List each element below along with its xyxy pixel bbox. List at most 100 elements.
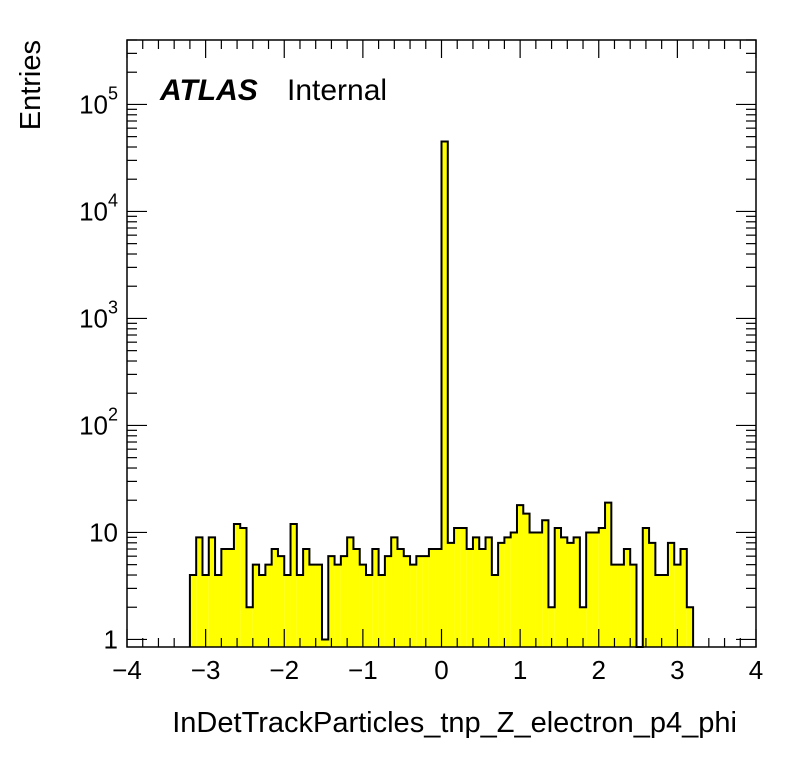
histogram-bin — [309, 564, 316, 647]
histogram-bin — [372, 549, 379, 647]
atlas-status-label: Internal — [287, 74, 387, 107]
histogram-bin — [605, 502, 612, 647]
histogram-bin — [246, 607, 253, 647]
axis-ticks — [126, 39, 757, 647]
histogram-bin — [422, 556, 429, 647]
histogram-bin — [284, 575, 291, 647]
histogram-bin — [623, 549, 631, 647]
histogram-bin — [617, 564, 624, 647]
histogram-bin — [516, 505, 524, 647]
histogram-bin — [340, 556, 348, 647]
histogram-bin — [303, 549, 310, 647]
histogram-bin — [428, 549, 436, 647]
histogram-bin — [561, 537, 568, 647]
histogram-bin — [598, 528, 606, 647]
histogram-bin — [397, 549, 404, 647]
x-tick-label: −1 — [348, 655, 378, 685]
histogram-bin — [674, 564, 681, 647]
histogram-bin — [573, 537, 580, 647]
histogram-bin — [454, 528, 461, 647]
histogram-bin — [240, 528, 247, 647]
histogram-bin — [548, 607, 555, 647]
x-tick-label: 2 — [592, 655, 606, 685]
histogram-bin — [504, 537, 511, 647]
histogram-bin — [535, 532, 543, 647]
histogram-bin — [233, 523, 241, 647]
histogram-bin — [510, 532, 517, 647]
x-tick-label: −3 — [191, 655, 221, 685]
histogram-bin — [592, 532, 599, 647]
atlas-label: ATLAS — [159, 74, 258, 107]
histogram-bin — [227, 549, 234, 647]
y-tick-labels: 1 10 102 103 104 105 — [79, 83, 118, 654]
y-axis-title: Entries — [15, 40, 47, 130]
histogram-bin — [491, 575, 499, 647]
y-tick-label: 103 — [79, 297, 118, 333]
histogram-bin — [655, 575, 662, 647]
histogram-bin — [296, 575, 304, 647]
histogram-bin — [215, 575, 222, 647]
histogram-bin — [630, 564, 637, 647]
histogram-bin — [680, 549, 687, 647]
histogram-bin — [661, 575, 668, 647]
histogram-bin — [523, 513, 530, 647]
histogram-bin — [403, 556, 411, 647]
histogram-bin — [611, 564, 618, 647]
plot-frame — [126, 39, 757, 648]
histogram-bin — [485, 537, 492, 647]
histogram-outline — [188, 140, 695, 648]
histogram-bin — [208, 537, 216, 647]
x-tick-label: −4 — [112, 655, 142, 685]
x-tick-label: 0 — [434, 655, 448, 685]
histogram-bin — [321, 639, 329, 647]
histogram-bin — [347, 537, 354, 647]
histogram-bin — [466, 549, 473, 647]
x-tick-labels: −4 −3 −2 −1 0 1 2 3 4 — [112, 655, 763, 685]
histogram-bin — [265, 564, 272, 647]
histogram-bars — [189, 141, 694, 648]
histogram-bin — [328, 556, 335, 647]
histogram-bin — [479, 549, 486, 647]
histogram-bin — [542, 520, 549, 647]
histogram-bin — [189, 575, 197, 647]
histogram-bin — [334, 564, 341, 647]
y-tick-label: 102 — [79, 404, 118, 440]
histogram-bin — [554, 528, 562, 647]
histogram-bin — [498, 542, 505, 647]
histogram-bin — [460, 528, 467, 647]
x-tick-label: −2 — [269, 655, 299, 685]
histogram-bin — [259, 575, 266, 647]
histogram-bin — [447, 542, 455, 647]
histogram-bin — [642, 528, 650, 647]
histogram-bin — [391, 537, 398, 647]
histogram-bin — [196, 537, 203, 647]
histogram-bin — [667, 542, 675, 647]
y-tick-label: 10 — [89, 517, 118, 547]
histogram-bin — [472, 537, 480, 647]
histogram-bin — [315, 564, 322, 647]
histogram-bin — [378, 575, 385, 647]
histogram-bin — [277, 556, 285, 647]
histogram-bin — [384, 556, 392, 647]
histogram-bin — [441, 141, 448, 648]
histogram-bin — [410, 564, 417, 647]
histogram-bin — [649, 542, 656, 647]
histogram-bin — [686, 607, 694, 647]
histogram-bin — [359, 564, 367, 647]
histogram-bin — [567, 542, 574, 647]
histogram-bin — [290, 523, 297, 647]
y-tick-label: 1 — [104, 624, 118, 654]
histogram-bin — [366, 575, 373, 647]
x-tick-label: 4 — [749, 655, 763, 685]
histogram-bin — [435, 549, 442, 647]
histogram-bin — [579, 607, 587, 647]
y-tick-label: 104 — [79, 190, 118, 226]
histogram-bin — [353, 549, 360, 647]
x-tick-label: 3 — [670, 655, 684, 685]
histogram-bin — [586, 532, 593, 647]
histogram-bin — [529, 532, 536, 647]
histogram-bin — [416, 556, 423, 647]
histogram-bin — [221, 549, 228, 647]
x-axis-title: InDetTrackParticles_tnp_Z_electron_p4_ph… — [172, 707, 737, 739]
